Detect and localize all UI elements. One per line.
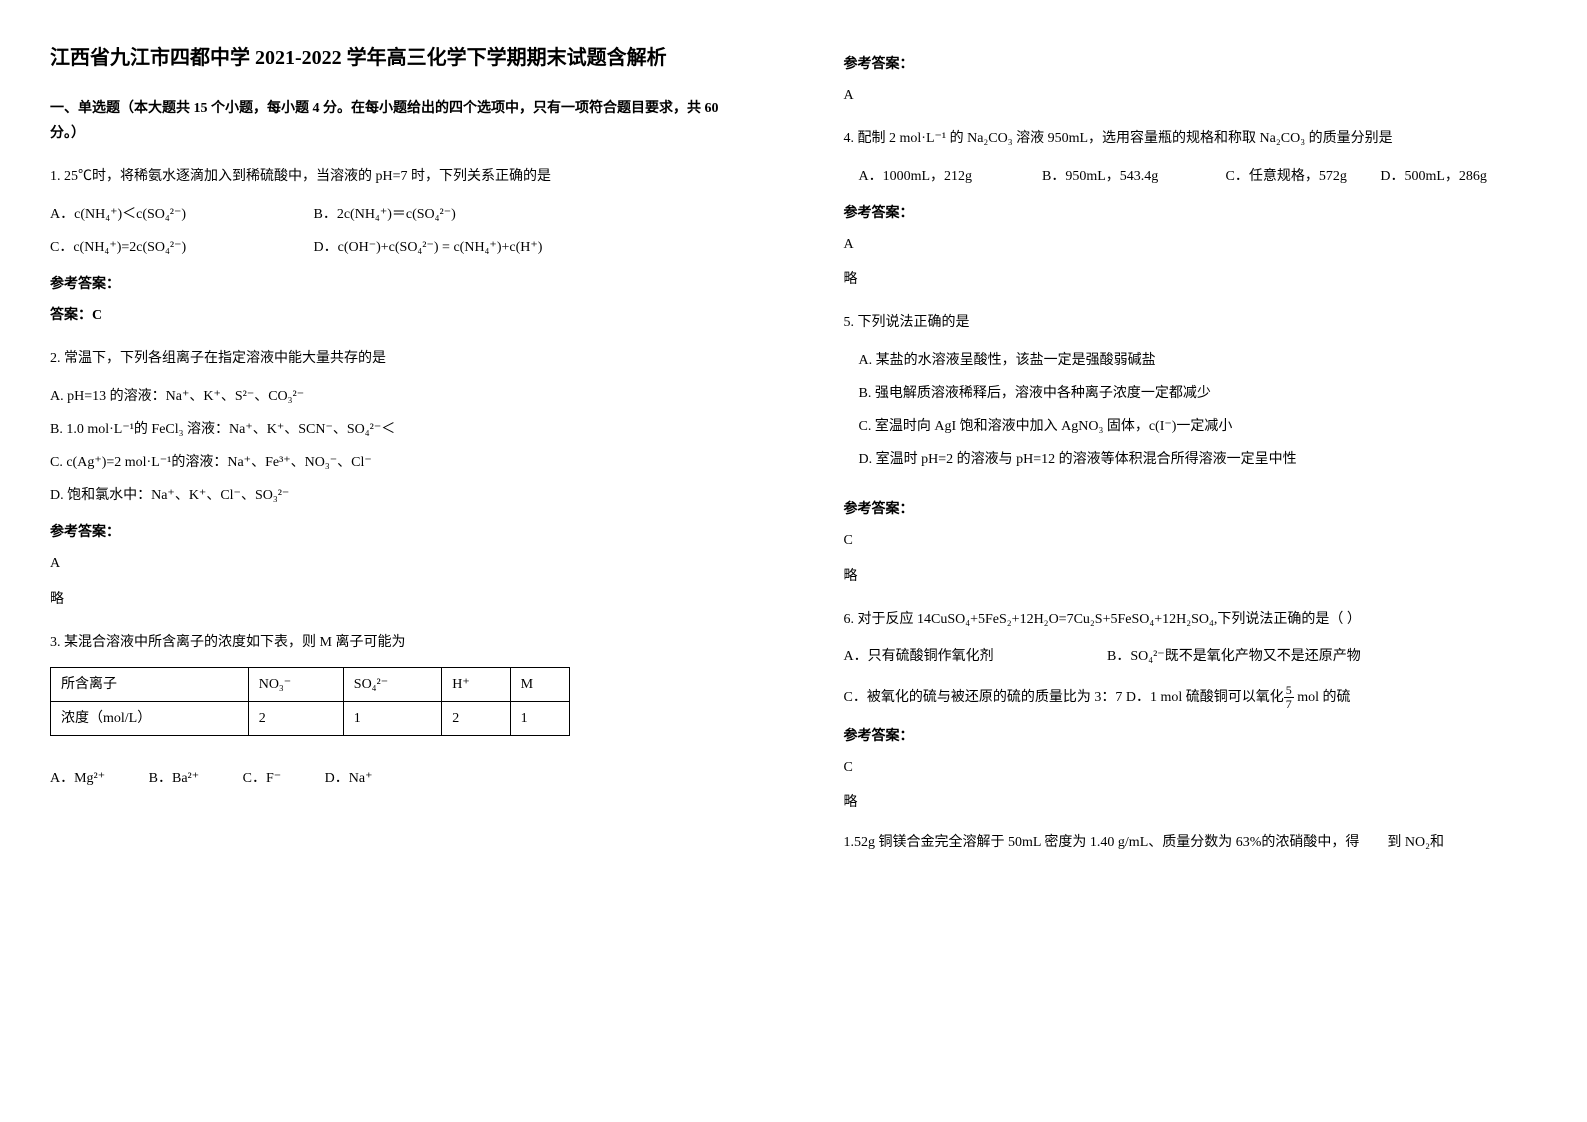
q5-optB: B. 强电解质溶液稀释后，溶液中各种离子浓度一定都减少 bbox=[859, 381, 1538, 406]
q2-answer-label: 参考答案： bbox=[50, 520, 744, 545]
table-row: 浓度（mol/L） 2 1 2 1 bbox=[51, 702, 570, 736]
q1-answer-label: 参考答案： bbox=[50, 272, 744, 297]
section-header: 一、单选题（本大题共 15 个小题，每小题 4 分。在每小题给出的四个选项中，只… bbox=[50, 96, 744, 146]
q6-optB: B．SO₄²⁻既不是氧化产物又不是还原产物 bbox=[1107, 649, 1361, 664]
q1-row2: C．c(NH₄⁺)=2c(SO₄²⁻) D．c(OH⁻)+c(SO₄²⁻) = … bbox=[50, 235, 744, 260]
q2-optC: C. c(Ag⁺)=2 mol·L⁻¹的溶液：Na⁺、Fe³⁺、NO₃⁻、Cl⁻ bbox=[50, 450, 744, 475]
table-cell: M bbox=[510, 668, 570, 702]
right-column: 参考答案： A 4. 配制 2 mol·L⁻¹ 的 Na₂CO₃ 溶液 950m… bbox=[794, 0, 1587, 1122]
q2-options: A. pH=13 的溶液：Na⁺、K⁺、S²⁻、CO₃²⁻ B. 1.0 mol… bbox=[50, 384, 744, 509]
q3-answer-label: 参考答案： bbox=[844, 52, 1538, 77]
q3-optB: B．Ba²⁺ bbox=[149, 771, 199, 786]
q3-optA: A．Mg²⁺ bbox=[50, 771, 105, 786]
q4-optD: D．500mL，286g bbox=[1380, 169, 1487, 184]
q1-answer: 答案：C bbox=[50, 303, 744, 328]
q4-optB: B．950mL，543.4g bbox=[1042, 164, 1222, 189]
q6-row1: A．只有硫酸铜作氧化剂 B．SO₄²⁻既不是氧化产物又不是还原产物 bbox=[844, 644, 1538, 669]
q4-optC: C．任意规格，572g bbox=[1226, 169, 1347, 184]
q3-options: A．Mg²⁺ B．Ba²⁺ C．F⁻ D．Na⁺ bbox=[50, 766, 744, 791]
left-column: 江西省九江市四都中学 2021-2022 学年高三化学下学期期末试题含解析 一、… bbox=[0, 0, 794, 1122]
q4-stem: 4. 配制 2 mol·L⁻¹ 的 Na₂CO₃ 溶液 950mL，选用容量瓶的… bbox=[844, 126, 1538, 151]
q6-options: A．只有硫酸铜作氧化剂 B．SO₄²⁻既不是氧化产物又不是还原产物 C．被氧化的… bbox=[844, 644, 1538, 712]
q6-answer: C bbox=[844, 755, 1538, 780]
q1-optB: B．2c(NH₄⁺)＝c(SO₄²⁻) bbox=[314, 207, 456, 222]
q5-answer: C bbox=[844, 528, 1538, 553]
frac-den: 7 bbox=[1284, 698, 1294, 711]
q6-optC-post: mol 的硫 bbox=[1294, 690, 1351, 705]
q1-stem: 1. 25℃时，将稀氨水逐滴加入到稀硫酸中，当溶液的 pH=7 时，下列关系正确… bbox=[50, 164, 744, 189]
q2-answer: A bbox=[50, 551, 744, 576]
q4-note: 略 bbox=[844, 267, 1538, 292]
q6-row2: C．被氧化的硫与被还原的硫的质量比为 3：7 D．1 mol 硫酸铜可以氧化57… bbox=[844, 684, 1538, 711]
q5-options: A. 某盐的水溶液呈酸性，该盐一定是强酸弱碱盐 B. 强电解质溶液稀释后，溶液中… bbox=[859, 348, 1538, 473]
table-cell: 1 bbox=[343, 702, 441, 736]
q3-optD: D．Na⁺ bbox=[325, 771, 373, 786]
table-cell: 1 bbox=[510, 702, 570, 736]
q7-stem: 1.52g 铜镁合金完全溶解于 50mL 密度为 1.40 g/mL、质量分数为… bbox=[844, 830, 1538, 855]
q3-table: 所含离子 NO₃⁻ SO₄²⁻ H⁺ M 浓度（mol/L） 2 1 2 1 bbox=[50, 667, 570, 736]
q5-optC: C. 室温时向 AgI 饱和溶液中加入 AgNO₃ 固体，c(I⁻)一定减小 bbox=[859, 414, 1538, 439]
q5-note: 略 bbox=[844, 564, 1538, 589]
q1-optD: D．c(OH⁻)+c(SO₄²⁻) = c(NH₄⁺)+c(H⁺) bbox=[314, 240, 543, 255]
q6-note: 略 bbox=[844, 790, 1538, 815]
fraction-icon: 57 bbox=[1284, 684, 1294, 711]
q4-options: A．1000mL，212g B．950mL，543.4g C．任意规格，572g… bbox=[844, 164, 1538, 189]
table-cell: 2 bbox=[442, 702, 510, 736]
q1-row1: A．c(NH₄⁺)＜c(SO₄²⁻) B．2c(NH₄⁺)＝c(SO₄²⁻) bbox=[50, 202, 744, 227]
q5-answer-label: 参考答案： bbox=[844, 497, 1538, 522]
q3-optC: C．F⁻ bbox=[243, 771, 282, 786]
q2-optA: A. pH=13 的溶液：Na⁺、K⁺、S²⁻、CO₃²⁻ bbox=[50, 384, 744, 409]
q1-optA: A．c(NH₄⁺)＜c(SO₄²⁻) bbox=[50, 202, 310, 227]
q4-answer-label: 参考答案： bbox=[844, 201, 1538, 226]
q6-stem: 6. 对于反应 14CuSO₄+5FeS₂+12H₂O=7Cu₂S+5FeSO₄… bbox=[844, 607, 1538, 632]
frac-num: 5 bbox=[1284, 684, 1294, 698]
q1-optC: C．c(NH₄⁺)=2c(SO₄²⁻) bbox=[50, 235, 310, 260]
document-title: 江西省九江市四都中学 2021-2022 学年高三化学下学期期末试题含解析 bbox=[50, 40, 744, 76]
q2-optD: D. 饱和氯水中：Na⁺、K⁺、Cl⁻、SO₃²⁻ bbox=[50, 483, 744, 508]
q5-optD: D. 室温时 pH=2 的溶液与 pH=12 的溶液等体积混合所得溶液一定呈中性 bbox=[859, 447, 1538, 472]
q3-answer: A bbox=[844, 83, 1538, 108]
q6-optC-pre: C．被氧化的硫与被还原的硫的质量比为 3：7 D．1 mol 硫酸铜可以氧化 bbox=[844, 690, 1284, 705]
table-row: 所含离子 NO₃⁻ SO₄²⁻ H⁺ M bbox=[51, 668, 570, 702]
page-container: 江西省九江市四都中学 2021-2022 学年高三化学下学期期末试题含解析 一、… bbox=[0, 0, 1587, 1122]
q4-opt-line: A．1000mL，212g B．950mL，543.4g C．任意规格，572g… bbox=[859, 164, 1538, 189]
table-cell: NO₃⁻ bbox=[248, 668, 343, 702]
q2-stem: 2. 常温下，下列各组离子在指定溶液中能大量共存的是 bbox=[50, 346, 744, 371]
table-cell: 浓度（mol/L） bbox=[51, 702, 249, 736]
table-cell: 所含离子 bbox=[51, 668, 249, 702]
q2-note: 略 bbox=[50, 587, 744, 612]
q1-options: A．c(NH₄⁺)＜c(SO₄²⁻) B．2c(NH₄⁺)＝c(SO₄²⁻) C… bbox=[50, 202, 744, 260]
table-cell: SO₄²⁻ bbox=[343, 668, 441, 702]
q4-optA: A．1000mL，212g bbox=[859, 164, 1039, 189]
q2-optB: B. 1.0 mol·L⁻¹的 FeCl₃ 溶液：Na⁺、K⁺、SCN⁻、SO₄… bbox=[50, 417, 744, 442]
table-cell: H⁺ bbox=[442, 668, 510, 702]
q6-answer-label: 参考答案： bbox=[844, 724, 1538, 749]
q5-optA: A. 某盐的水溶液呈酸性，该盐一定是强酸弱碱盐 bbox=[859, 348, 1538, 373]
q5-stem: 5. 下列说法正确的是 bbox=[844, 310, 1538, 335]
q4-answer: A bbox=[844, 232, 1538, 257]
q6-optA: A．只有硫酸铜作氧化剂 bbox=[844, 644, 1104, 669]
table-cell: 2 bbox=[248, 702, 343, 736]
q3-stem: 3. 某混合溶液中所含离子的浓度如下表，则 M 离子可能为 bbox=[50, 630, 744, 655]
